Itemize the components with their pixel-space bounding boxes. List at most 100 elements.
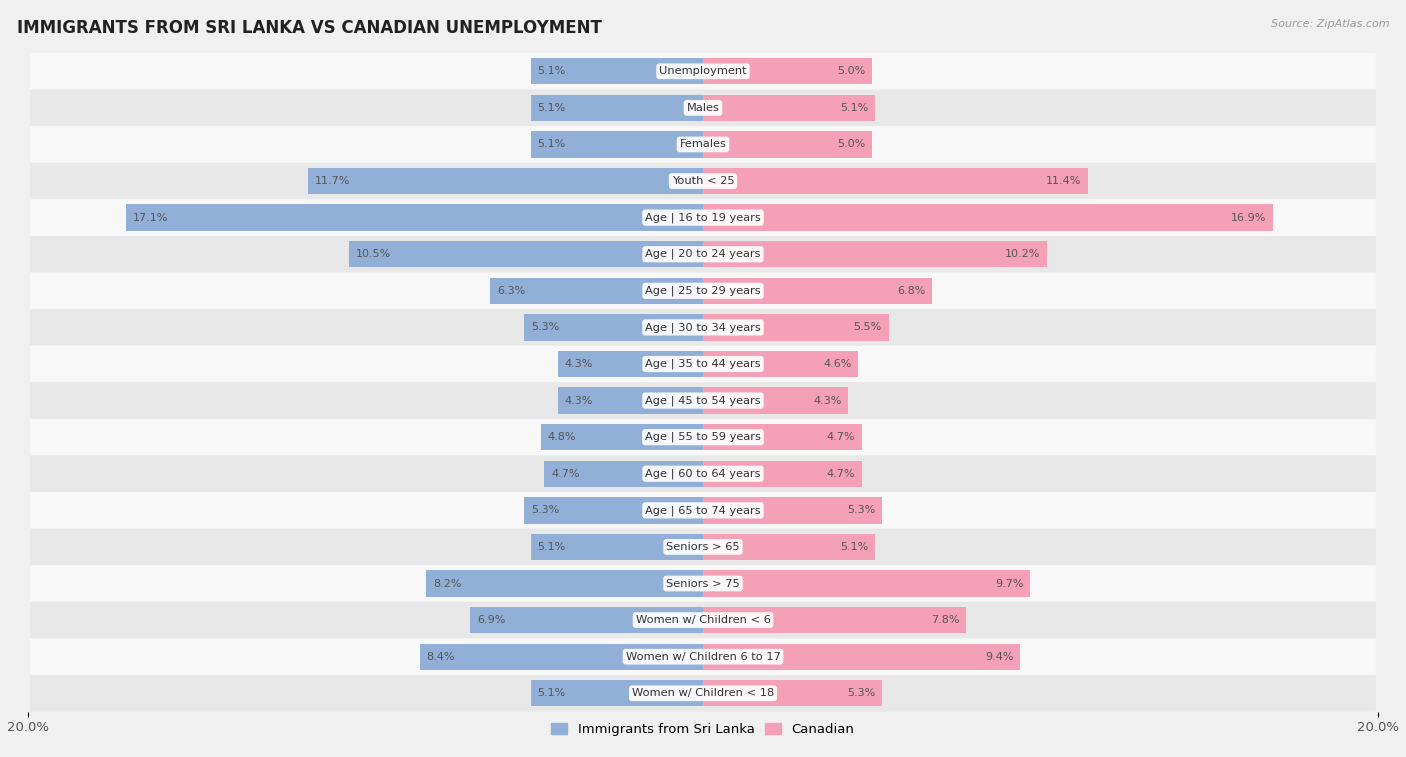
Bar (703, 460, 862, 487)
Text: 4.7%: 4.7% (827, 469, 855, 478)
Text: 4.3%: 4.3% (565, 359, 593, 369)
Text: Source: ZipAtlas.com: Source: ZipAtlas.com (1271, 19, 1389, 29)
Text: Age | 25 to 29 years: Age | 25 to 29 years (645, 285, 761, 296)
Bar (470, 607, 703, 634)
Bar (524, 497, 703, 524)
Bar (558, 350, 703, 377)
Text: 11.7%: 11.7% (315, 176, 350, 186)
FancyBboxPatch shape (30, 492, 1376, 528)
FancyBboxPatch shape (30, 602, 1376, 638)
FancyBboxPatch shape (30, 53, 1376, 89)
Text: Women w/ Children < 18: Women w/ Children < 18 (631, 688, 775, 698)
Bar (703, 497, 882, 524)
Bar (544, 460, 703, 487)
Text: 10.2%: 10.2% (1005, 249, 1040, 259)
FancyBboxPatch shape (30, 273, 1376, 309)
Text: 5.3%: 5.3% (531, 322, 560, 332)
Text: 7.8%: 7.8% (931, 615, 959, 625)
Bar (531, 534, 703, 560)
Bar (703, 570, 1031, 597)
Bar (703, 680, 882, 706)
Text: 5.3%: 5.3% (846, 506, 875, 516)
Text: Women w/ Children < 6: Women w/ Children < 6 (636, 615, 770, 625)
Text: 5.0%: 5.0% (837, 139, 865, 149)
Bar (531, 680, 703, 706)
Text: Women w/ Children 6 to 17: Women w/ Children 6 to 17 (626, 652, 780, 662)
Text: 17.1%: 17.1% (132, 213, 169, 223)
Text: 4.3%: 4.3% (813, 396, 841, 406)
Bar (703, 424, 862, 450)
Bar (426, 570, 703, 597)
FancyBboxPatch shape (30, 346, 1376, 382)
Text: 5.1%: 5.1% (537, 67, 565, 76)
Text: Age | 30 to 34 years: Age | 30 to 34 years (645, 322, 761, 332)
Bar (703, 204, 1274, 231)
Bar (531, 58, 703, 85)
Legend: Immigrants from Sri Lanka, Canadian: Immigrants from Sri Lanka, Canadian (546, 718, 860, 741)
Text: Males: Males (686, 103, 720, 113)
FancyBboxPatch shape (30, 528, 1376, 565)
Text: 8.2%: 8.2% (433, 578, 461, 588)
Bar (349, 241, 703, 267)
FancyBboxPatch shape (30, 236, 1376, 273)
Text: 5.3%: 5.3% (846, 688, 875, 698)
FancyBboxPatch shape (30, 419, 1376, 456)
Text: Age | 45 to 54 years: Age | 45 to 54 years (645, 395, 761, 406)
Text: 4.7%: 4.7% (551, 469, 579, 478)
Text: Age | 65 to 74 years: Age | 65 to 74 years (645, 505, 761, 516)
Text: 10.5%: 10.5% (356, 249, 391, 259)
Bar (419, 643, 703, 670)
Bar (491, 278, 703, 304)
Bar (308, 168, 703, 195)
Bar (541, 424, 703, 450)
Text: Seniors > 75: Seniors > 75 (666, 578, 740, 588)
Bar (703, 388, 848, 414)
Text: 4.8%: 4.8% (548, 432, 576, 442)
Bar (703, 643, 1021, 670)
Text: 5.1%: 5.1% (537, 542, 565, 552)
Text: 5.1%: 5.1% (537, 688, 565, 698)
Text: 4.6%: 4.6% (823, 359, 852, 369)
Text: Age | 20 to 24 years: Age | 20 to 24 years (645, 249, 761, 260)
FancyBboxPatch shape (30, 456, 1376, 492)
FancyBboxPatch shape (30, 89, 1376, 126)
Bar (703, 241, 1047, 267)
FancyBboxPatch shape (30, 565, 1376, 602)
Bar (531, 131, 703, 157)
FancyBboxPatch shape (30, 126, 1376, 163)
Text: Unemployment: Unemployment (659, 67, 747, 76)
FancyBboxPatch shape (30, 382, 1376, 419)
Bar (524, 314, 703, 341)
Text: 6.8%: 6.8% (897, 286, 925, 296)
Bar (703, 278, 932, 304)
Bar (558, 388, 703, 414)
Text: 5.3%: 5.3% (531, 506, 560, 516)
Text: 16.9%: 16.9% (1232, 213, 1267, 223)
FancyBboxPatch shape (30, 675, 1376, 712)
Text: Seniors > 65: Seniors > 65 (666, 542, 740, 552)
FancyBboxPatch shape (30, 309, 1376, 346)
Text: 8.4%: 8.4% (426, 652, 454, 662)
FancyBboxPatch shape (30, 163, 1376, 199)
Text: 5.1%: 5.1% (537, 139, 565, 149)
Bar (703, 95, 875, 121)
FancyBboxPatch shape (30, 199, 1376, 236)
Text: Youth < 25: Youth < 25 (672, 176, 734, 186)
Bar (703, 607, 966, 634)
Text: 5.1%: 5.1% (841, 103, 869, 113)
Bar (703, 350, 858, 377)
Text: 11.4%: 11.4% (1046, 176, 1081, 186)
Text: 9.4%: 9.4% (986, 652, 1014, 662)
Text: IMMIGRANTS FROM SRI LANKA VS CANADIAN UNEMPLOYMENT: IMMIGRANTS FROM SRI LANKA VS CANADIAN UN… (17, 19, 602, 37)
Bar (703, 58, 872, 85)
Text: Females: Females (679, 139, 727, 149)
Bar (703, 534, 875, 560)
Bar (127, 204, 703, 231)
Text: 5.0%: 5.0% (837, 67, 865, 76)
Text: 6.9%: 6.9% (477, 615, 505, 625)
Text: 4.3%: 4.3% (565, 396, 593, 406)
Text: Age | 60 to 64 years: Age | 60 to 64 years (645, 469, 761, 479)
Text: Age | 35 to 44 years: Age | 35 to 44 years (645, 359, 761, 369)
Text: Age | 16 to 19 years: Age | 16 to 19 years (645, 213, 761, 223)
Text: 5.5%: 5.5% (853, 322, 882, 332)
